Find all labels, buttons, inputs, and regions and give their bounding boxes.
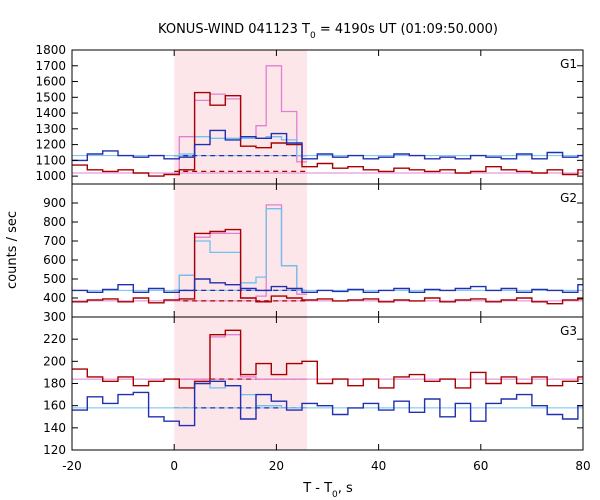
panel-lines bbox=[72, 329, 583, 427]
chart-title-sub: 0 bbox=[310, 31, 316, 41]
x-tick-label: 60 bbox=[473, 459, 488, 473]
y-tick-label: 1200 bbox=[35, 138, 66, 152]
y-tick-label: 120 bbox=[43, 443, 66, 457]
x-tick-label: 0 bbox=[170, 459, 178, 473]
y-tick-label: 180 bbox=[43, 377, 66, 391]
x-axis-label-main: T - T bbox=[302, 481, 332, 496]
series-blue bbox=[72, 278, 583, 293]
y-tick-label: 300 bbox=[43, 310, 66, 324]
panel-lines bbox=[72, 65, 583, 177]
y-tick-label: 1800 bbox=[35, 43, 66, 57]
series-blue bbox=[72, 380, 583, 427]
chart-title-rest: = 4190s UT (01:09:50.000) bbox=[316, 22, 498, 37]
y-tick-label: 200 bbox=[43, 354, 66, 368]
y-tick-label: 220 bbox=[43, 332, 66, 346]
x-tick-label: -20 bbox=[62, 459, 82, 473]
y-tick-label: 600 bbox=[43, 253, 66, 267]
panel-label: G2 bbox=[560, 191, 577, 205]
y-tick-label: 1500 bbox=[35, 90, 66, 104]
panel-frame bbox=[71, 183, 584, 318]
y-tick-label: 500 bbox=[43, 272, 66, 286]
x-axis-label-rest: , s bbox=[338, 481, 353, 496]
x-tick-label: 20 bbox=[269, 459, 284, 473]
panel-label: G3 bbox=[560, 324, 577, 338]
series-red bbox=[72, 228, 583, 305]
panel-label: G1 bbox=[560, 57, 577, 71]
x-tick-label: 80 bbox=[575, 459, 590, 473]
y-tick-label: 1400 bbox=[35, 106, 66, 120]
panel-lines bbox=[72, 204, 583, 305]
series-red bbox=[72, 329, 583, 389]
chart-title: KONUS-WIND 041123 T0 = 4190s UT (01:09:5… bbox=[158, 22, 498, 41]
panel-g3: 120 140 160 180 200 220 G3 bbox=[43, 316, 584, 457]
series-red bbox=[72, 91, 583, 177]
y-tick-label: 1600 bbox=[35, 75, 66, 89]
y-tick-label: 140 bbox=[43, 421, 66, 435]
panel-g2: 300 400 500 600 700 800 900 G2 bbox=[43, 183, 584, 324]
y-tick-label: 1300 bbox=[35, 122, 66, 136]
x-tick-label: 40 bbox=[371, 459, 386, 473]
y-tick-label: 1100 bbox=[35, 153, 66, 167]
x-axis-label: T - T0, s bbox=[302, 481, 353, 500]
y-tick-label: 1000 bbox=[35, 169, 66, 183]
y-tick-label: 800 bbox=[43, 215, 66, 229]
x-axis-label-sub: 0 bbox=[332, 490, 338, 500]
y-tick-label: 160 bbox=[43, 399, 66, 413]
y-axis-label: counts / sec bbox=[5, 211, 20, 289]
y-tick-label: 900 bbox=[43, 196, 66, 210]
y-tick-label: 700 bbox=[43, 234, 66, 248]
y-tick-label: 400 bbox=[43, 291, 66, 305]
chart-title-main: KONUS-WIND 041123 T bbox=[158, 22, 310, 37]
y-tick-label: 1700 bbox=[35, 59, 66, 73]
series-blue bbox=[72, 129, 583, 162]
